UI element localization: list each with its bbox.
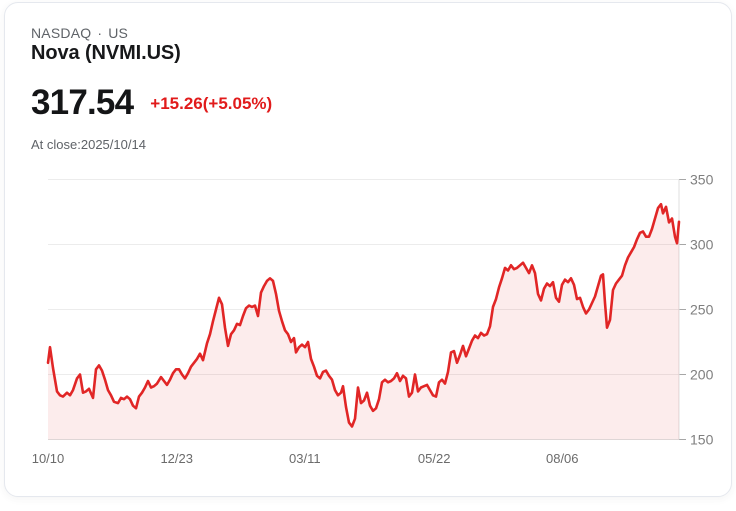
stock-title: Nova (NVMI.US) — [31, 42, 181, 64]
separator-dot: · — [97, 25, 103, 41]
exchange-label: NASDAQ — [31, 25, 92, 41]
x-tick-label: 10/10 — [32, 451, 65, 466]
price-chart[interactable]: 150 200 250 300 350 10/10 12/23 03/11 05/22 08/06 — [5, 3, 736, 511]
x-tick-label: 03/11 — [289, 451, 321, 466]
x-tick-label: 12/23 — [160, 451, 193, 466]
y-tick-label: 200 — [690, 367, 714, 383]
last-price: 317.54 — [31, 82, 134, 122]
stock-quote-card: NASDAQ · US Nova (NVMI.US) 317.54 +15.26(+… — [4, 2, 732, 497]
y-tick-label: 350 — [690, 172, 714, 188]
price-line — [46, 202, 681, 428]
exchange-row: NASDAQ · US — [31, 25, 128, 41]
price-row: 317.54 +15.26(+5.05%) — [31, 82, 273, 122]
x-tick-label: 05/22 — [418, 451, 451, 466]
y-tick-label: 300 — [690, 237, 714, 253]
price-area — [48, 204, 679, 440]
region-label: US — [108, 25, 129, 41]
y-tick-label: 150 — [690, 432, 714, 448]
as-of-timestamp: At close:2025/10/14 — [31, 137, 146, 152]
x-tick-label: 08/06 — [546, 451, 579, 466]
price-change: +15.26(+5.05%) — [150, 93, 273, 113]
y-tick-label: 250 — [690, 302, 714, 318]
